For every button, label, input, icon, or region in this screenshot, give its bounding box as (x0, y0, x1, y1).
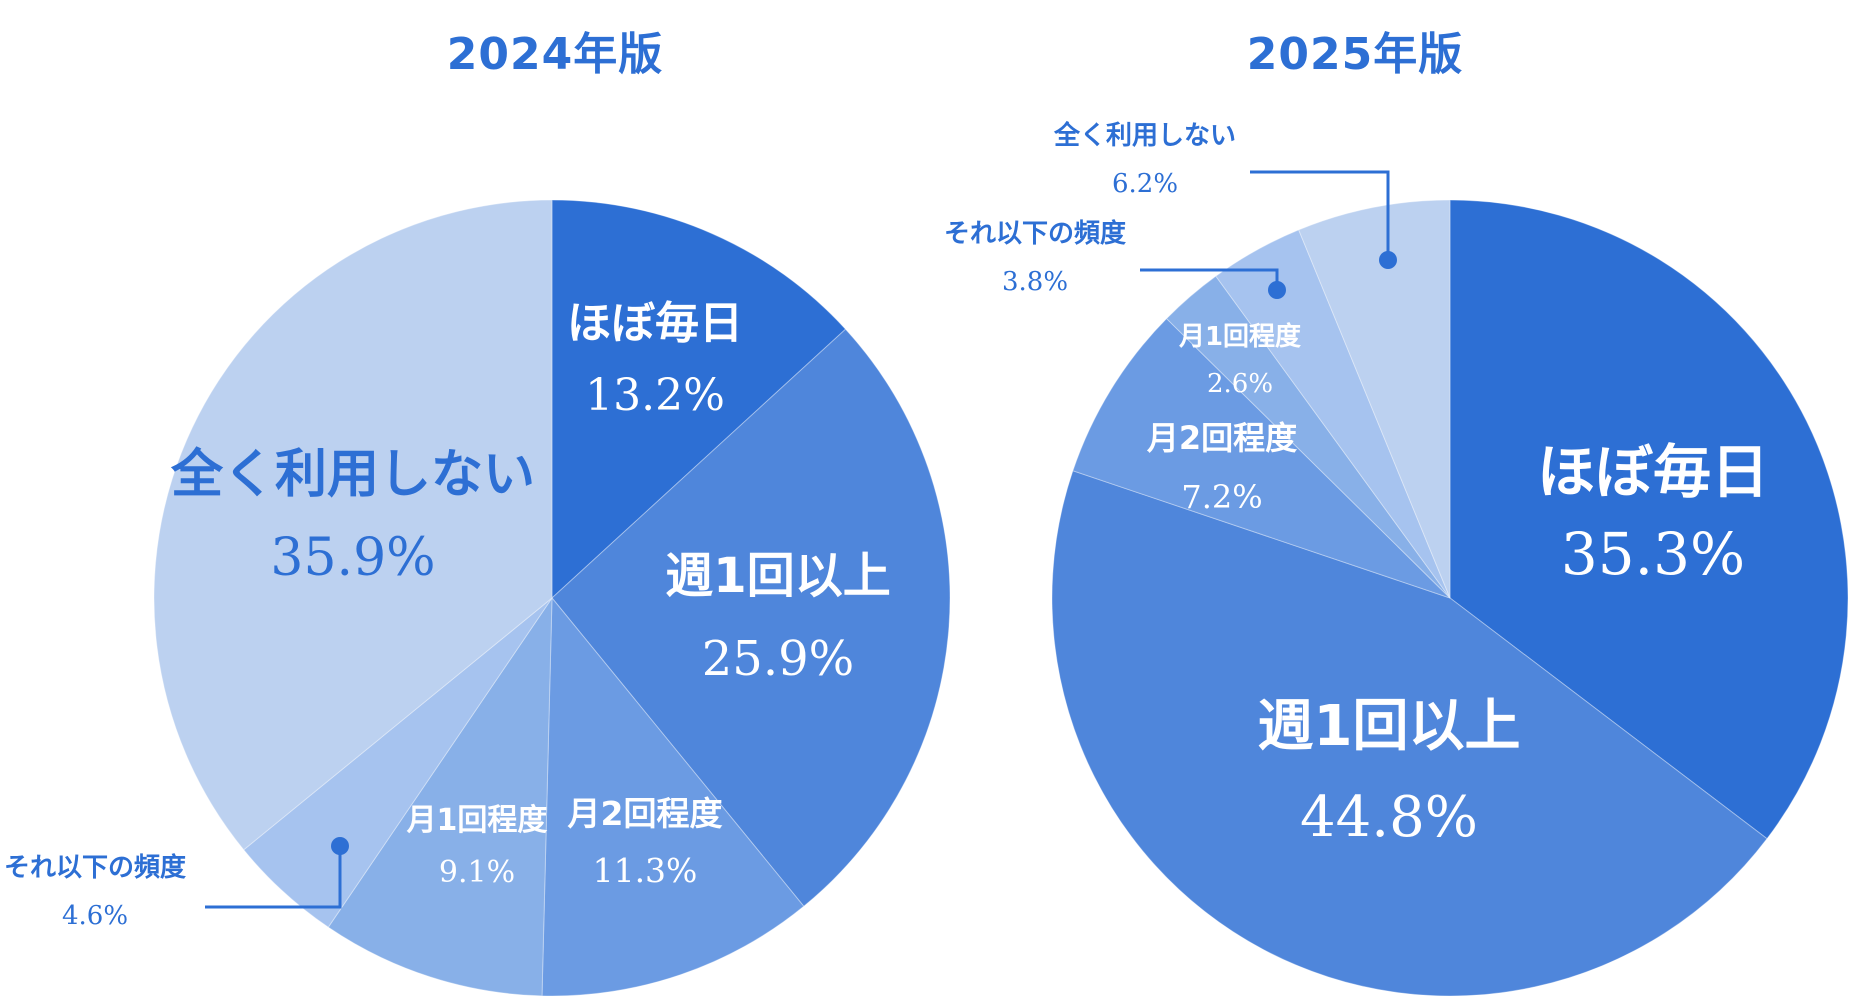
slice-value-label: 6.2% (1112, 169, 1178, 199)
slice-label: 月1回程度 (407, 803, 548, 838)
slice-value-label: 35.3% (1561, 520, 1745, 588)
slice-label: 週1回以上 (1258, 694, 1521, 759)
pie-0 (153, 199, 951, 997)
pie-slice (327, 596, 553, 997)
pie-slice (1051, 470, 1768, 997)
pie-labels-1: ほぼ毎日 35.3% 週1回以上 44.8% 月2回程度 7.2% 月1回程度 2.6% それ以… (944, 120, 1769, 850)
pie-slice (243, 597, 553, 928)
leader-line (1250, 170, 1390, 260)
slice-value-label: 13.2% (585, 370, 725, 421)
pie-slice (1449, 199, 1849, 840)
slice-label: 週1回以上 (665, 548, 890, 604)
slice-value-label: 44.8% (1300, 785, 1478, 850)
pie-1 (1051, 199, 1849, 997)
slice-label: ほぼ毎日 (567, 298, 743, 349)
leader-dot (1268, 281, 1286, 299)
slice-label: 月2回程度 (568, 794, 723, 833)
leader-dot (1379, 251, 1397, 269)
pie-slice (541, 596, 805, 997)
pie-slice (551, 328, 951, 907)
slice-label: それ以下の頻度 (944, 218, 1126, 249)
slice-value-label: 4.6% (62, 901, 128, 931)
slice-value-label: 3.8% (1002, 267, 1068, 297)
pie-slice (551, 199, 847, 600)
slice-label: 月2回程度 (1147, 419, 1297, 457)
chart-title-2024: 2024年版 (446, 29, 664, 80)
pie-slice (1072, 317, 1451, 599)
pie-slice (153, 199, 553, 851)
slice-label: 月1回程度 (1178, 321, 1301, 352)
slice-value-label: 9.1% (439, 855, 515, 890)
slice-value-label: 25.9% (702, 631, 854, 687)
slice-label: ほぼ毎日 (1537, 438, 1769, 506)
pie-labels-0: ほぼ毎日 13.2% 週1回以上 25.9% 月2回程度 11.3% 月1回程度 9.1% それ… (4, 298, 891, 931)
slice-value-label: 7.2% (1181, 478, 1262, 516)
slice-value-label: 11.3% (593, 851, 698, 890)
slice-value-label: 2.6% (1207, 369, 1273, 399)
slice-label: 全く利用しない (1053, 120, 1236, 151)
leader-line (205, 846, 342, 909)
chart-title-2025: 2025年版 (1246, 29, 1464, 80)
slice-value-label: 35.9% (270, 528, 435, 588)
slice-label: 全く利用しない (170, 445, 535, 505)
slice-label: それ以下の頻度 (4, 852, 186, 883)
pie-slice (1298, 199, 1451, 599)
leader-dot (331, 837, 349, 855)
pie-slice (1215, 229, 1451, 599)
pie-slice (1165, 275, 1451, 599)
